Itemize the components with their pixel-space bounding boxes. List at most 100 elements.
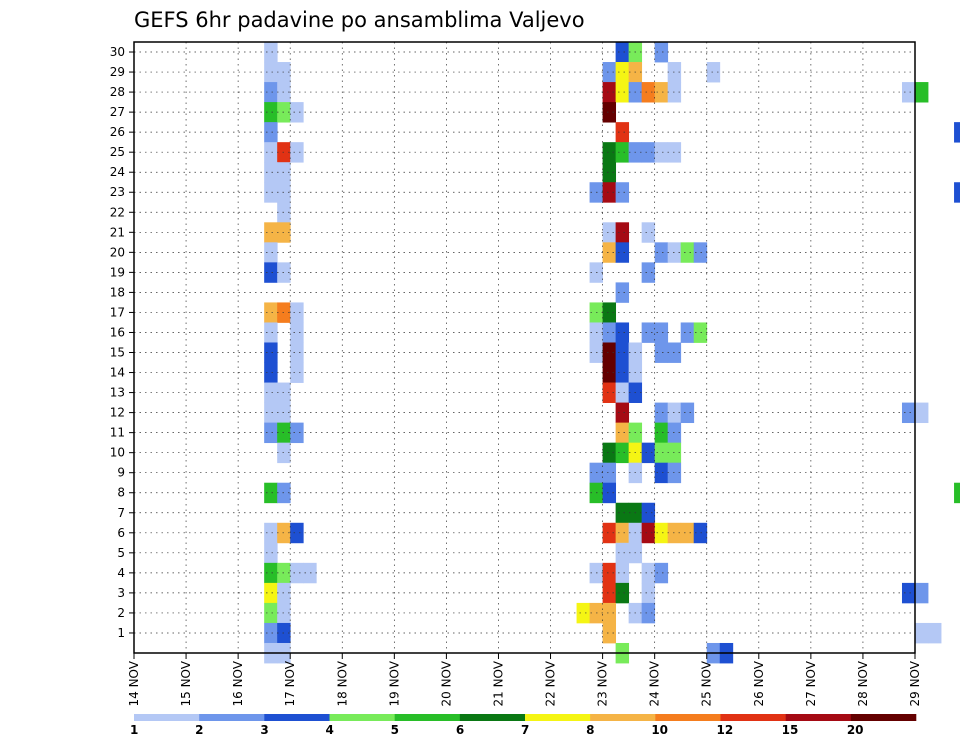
x-tick-label: 23 NOV xyxy=(596,660,610,706)
heatmap-cell xyxy=(264,542,278,564)
heatmap-cells xyxy=(264,42,960,664)
colorbar-swatch xyxy=(525,714,591,721)
heatmap-cell xyxy=(264,262,278,283)
heatmap-cell xyxy=(602,302,617,323)
heatmap-cell xyxy=(654,42,669,63)
y-tick-label: 13 xyxy=(110,386,125,400)
heatmap-cell xyxy=(602,162,617,183)
heatmap-cell xyxy=(654,442,669,464)
heatmap-cell xyxy=(615,242,630,263)
heatmap-cell xyxy=(641,502,656,524)
heatmap-cell xyxy=(654,522,669,544)
y-tick-label: 4 xyxy=(117,566,125,580)
heatmap-cell xyxy=(641,562,656,584)
colorbar-swatch xyxy=(134,714,200,721)
heatmap-cell xyxy=(602,362,617,383)
heatmap-cell xyxy=(615,42,630,63)
heatmap-cell xyxy=(680,522,695,544)
heatmap-cell xyxy=(615,282,630,303)
x-tick-label: 27 NOV xyxy=(804,660,818,706)
x-tick-label: 16 NOV xyxy=(231,660,245,706)
heatmap-cell xyxy=(654,342,669,363)
x-tick-label: 20 NOV xyxy=(439,660,453,706)
y-tick-label: 23 xyxy=(110,185,125,199)
heatmap-cell xyxy=(264,562,278,584)
colorbar-swatch xyxy=(264,714,330,721)
colorbar-swatch xyxy=(785,714,852,721)
heatmap-cell xyxy=(264,322,278,343)
heatmap-cell xyxy=(654,402,669,424)
y-tick-label: 22 xyxy=(110,205,125,219)
heatmap-cell xyxy=(602,102,617,123)
heatmap-cell xyxy=(641,582,656,604)
heatmap-cell xyxy=(654,562,669,584)
heatmap-cell xyxy=(901,82,916,103)
heatmap-cell xyxy=(615,82,630,103)
heatmap-cell xyxy=(602,142,617,163)
heatmap-cell xyxy=(615,222,630,243)
colorbar-tick-label: 7 xyxy=(521,723,529,737)
heatmap-cell xyxy=(641,222,656,243)
heatmap-cell xyxy=(615,582,630,604)
heatmap-cell xyxy=(290,342,304,363)
heatmap-cell xyxy=(290,522,304,544)
x-tick-label: 18 NOV xyxy=(335,660,349,706)
colorbar-swatch xyxy=(720,714,786,721)
heatmap-cell xyxy=(602,382,617,403)
x-tick-label: 17 NOV xyxy=(283,660,297,706)
heatmap-cell xyxy=(264,42,278,63)
heatmap-cell xyxy=(576,602,590,624)
colorbar-swatch xyxy=(590,714,656,721)
y-tick-label: 21 xyxy=(110,225,125,239)
heatmap-cell xyxy=(641,82,656,103)
heatmap-cell xyxy=(680,402,695,424)
x-tick-label: 19 NOV xyxy=(387,660,401,706)
heatmap-cell xyxy=(641,442,656,464)
heatmap-cell xyxy=(615,442,630,464)
y-tick-label: 30 xyxy=(110,45,125,59)
y-tick-label: 27 xyxy=(110,105,125,119)
heatmap-cell xyxy=(602,342,617,363)
heatmap-cell xyxy=(264,302,278,323)
heatmap-cell xyxy=(264,602,278,624)
heatmap-cell xyxy=(641,522,656,544)
heatmap-cell xyxy=(264,422,278,444)
heatmap-cell xyxy=(654,242,669,263)
heatmap-cell xyxy=(290,422,304,444)
colorbar-swatch xyxy=(655,714,721,721)
heatmap-cell xyxy=(303,562,317,584)
colorbar-tick-label: 8 xyxy=(586,723,594,737)
heatmap-cell xyxy=(264,582,278,604)
colorbar-swatch xyxy=(329,714,395,721)
x-axis-ticks: 14 NOV 15 NOV 16 NOV 17 NOV 18 NOV 19 NOV 20 N… xyxy=(127,653,922,707)
heatmap-cell xyxy=(680,242,695,263)
x-tick-label: 26 NOV xyxy=(752,660,766,706)
heatmap-cell xyxy=(615,502,630,524)
heatmap-cell xyxy=(615,382,630,403)
heatmap-cell xyxy=(654,142,669,163)
x-tick-label: 21 NOV xyxy=(491,660,505,706)
y-tick-label: 15 xyxy=(110,346,125,360)
colorbar-swatch xyxy=(459,714,526,721)
heatmap-cell xyxy=(615,122,630,143)
colorbar-tick-label: 3 xyxy=(260,723,268,737)
heatmap-cell xyxy=(264,402,278,424)
colorbar-tick-label: 6 xyxy=(456,723,464,737)
x-tick-label: 29 NOV xyxy=(908,660,922,706)
heatmap-cell xyxy=(602,622,617,644)
heatmap-cell xyxy=(615,562,630,584)
heatmap-cell xyxy=(641,602,656,624)
heatmap-cell xyxy=(264,522,278,544)
heatmap-cell xyxy=(264,162,278,183)
heatmap-cell xyxy=(290,562,304,584)
colorbar-tick-label: 12 xyxy=(717,723,734,737)
heatmap-cell xyxy=(615,342,630,363)
x-tick-label: 24 NOV xyxy=(648,660,662,706)
heatmap-cell xyxy=(615,542,630,564)
y-tick-label: 16 xyxy=(110,325,125,339)
y-axis-ticks: 1234567891011121314151617181920212223242… xyxy=(110,45,134,640)
heatmap-cell xyxy=(602,482,617,504)
y-tick-label: 9 xyxy=(117,466,125,480)
heatmap-cell xyxy=(915,622,929,644)
